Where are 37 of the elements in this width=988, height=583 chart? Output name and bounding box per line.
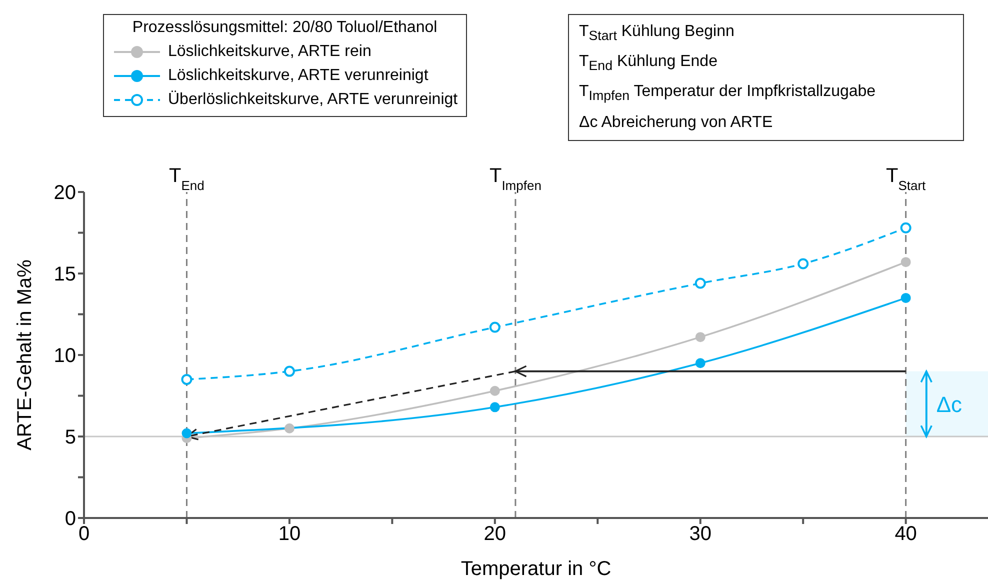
x-tick-label: 20	[484, 523, 506, 546]
x-axis-title: Temperatur in °C	[460, 558, 612, 580]
point	[284, 366, 295, 377]
point	[798, 258, 809, 270]
point	[182, 428, 192, 438]
y-tick-label: 0	[64, 508, 76, 530]
point	[900, 257, 911, 268]
legend-title: Prozesslösungsmittel: 20/80 Toluol/Ethanol	[131, 19, 438, 37]
point	[900, 292, 911, 303]
point	[490, 386, 500, 396]
point	[695, 358, 706, 368]
point	[900, 222, 912, 234]
x-tick-label: 40	[894, 523, 917, 546]
y-tick-label: 5	[64, 426, 76, 449]
text: T$_{End}$ Kühlung Ende	[579, 52, 718, 76]
band-label: Δc	[936, 392, 962, 417]
x-tick-label: 30	[689, 523, 712, 546]
y-tick-label: 20	[54, 182, 76, 204]
text: T$_{Start}$ Kühlung Beginn	[579, 22, 736, 46]
text: Δc Abreicherung von ARTE	[579, 112, 774, 133]
text: T$_{Impfen}$ Temperatur der Impfkristallzugabe	[579, 82, 877, 106]
point	[284, 423, 294, 434]
ref-line-label: T$_{Start}$	[886, 165, 926, 192]
point	[181, 374, 192, 385]
ref-line-label: T$_{End}$	[169, 165, 204, 192]
point	[695, 332, 706, 342]
y-tick-label: 10	[54, 345, 76, 368]
point	[694, 278, 706, 289]
legend-label: Löslichkeitskurve, ARTE verunreinigt	[168, 67, 428, 85]
point	[490, 402, 500, 412]
y-axis-title: ARTE-Gehalt in Ma%	[14, 259, 36, 450]
x-tick-label: 10	[278, 523, 301, 546]
legend-label: Löslichkeitskurve, ARTE rein	[168, 43, 372, 61]
point	[489, 322, 500, 333]
y-tick-label: 15	[54, 264, 76, 286]
ref-line-label: T$_{Impfen}$	[489, 165, 542, 192]
legend-label: Überlöslichkeitskurve, ARTE verunreinigt	[168, 91, 458, 109]
